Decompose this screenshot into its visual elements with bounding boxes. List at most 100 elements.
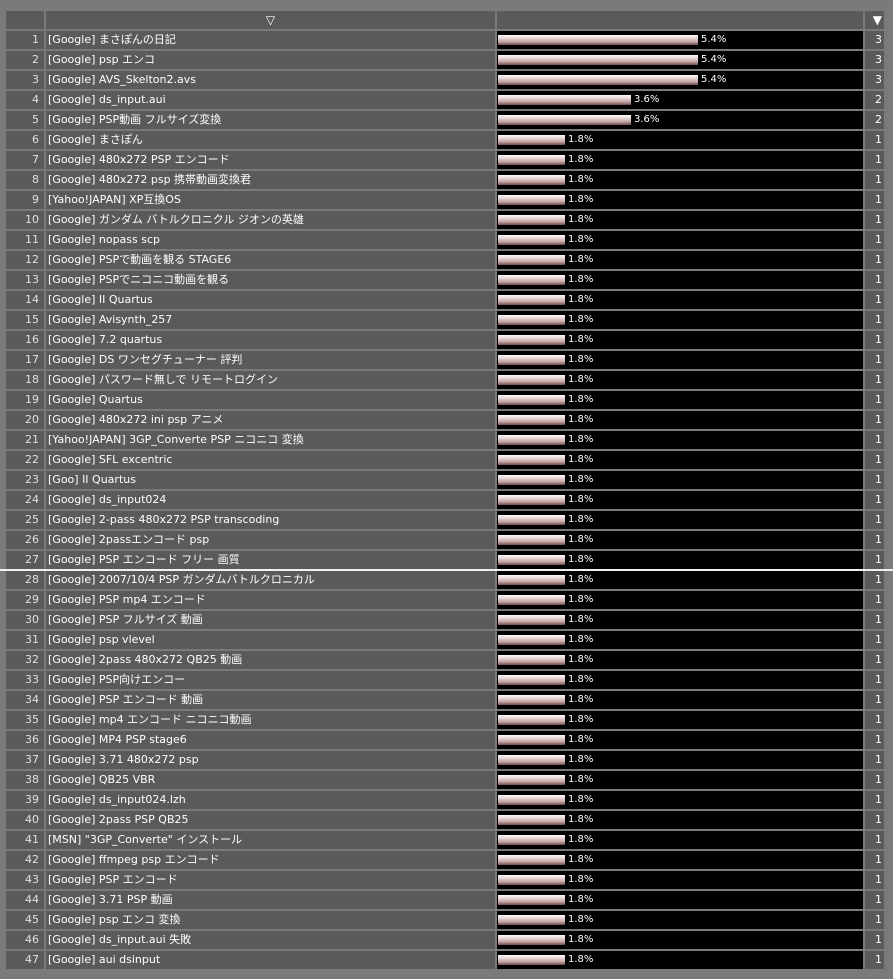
ratio-bar <box>498 735 565 745</box>
row-rank: 45 <box>6 911 44 929</box>
row-search-term[interactable]: [Google] ds_input.aui <box>46 91 495 109</box>
row-search-term[interactable]: [Google] PSP動画 フルサイズ変換 <box>46 111 495 129</box>
row-count: 3 <box>865 51 884 69</box>
row-count: 1 <box>865 911 884 929</box>
count-column-header[interactable]: ▼ <box>865 11 884 29</box>
table-row: 9 [Yahoo!JAPAN] XP互換OS 1.8% 1 <box>6 190 884 210</box>
search-terms-table: ▽ ▼ 1 [Google] まさぽんの日記 5.4% 3 2 [Google] psp … <box>6 10 884 970</box>
row-percentage: 1.8% <box>568 794 594 805</box>
row-ratio-bar-cell: 1.8% <box>497 911 863 929</box>
row-search-term[interactable]: [Google] PSP エンコード <box>46 871 495 889</box>
row-rank: 3 <box>6 71 44 89</box>
row-search-term[interactable]: [Google] Quartus <box>46 391 495 409</box>
row-rank: 31 <box>6 631 44 649</box>
row-rank: 6 <box>6 131 44 149</box>
row-search-term[interactable]: [Google] PSP mp4 エンコード <box>46 591 495 609</box>
sort-ascending-icon[interactable]: ▽ <box>265 13 276 27</box>
table-row: 38 [Google] QB25 VBR 1.8% 1 <box>6 770 884 790</box>
row-search-term[interactable]: [Google] PSPで動画を観る STAGE6 <box>46 251 495 269</box>
row-rank: 12 <box>6 251 44 269</box>
row-search-term[interactable]: [Google] psp エンコ 変換 <box>46 911 495 929</box>
row-search-term[interactable]: [Google] II Quartus <box>46 291 495 309</box>
row-count: 1 <box>865 811 884 829</box>
row-search-term[interactable]: [Yahoo!JAPAN] 3GP_Converte PSP ニコニコ 変換 <box>46 431 495 449</box>
row-search-term[interactable]: [Google] PSP フルサイズ 動画 <box>46 611 495 629</box>
row-ratio-bar-cell: 1.8% <box>497 351 863 369</box>
row-count: 1 <box>865 831 884 849</box>
row-percentage: 5.4% <box>701 34 727 45</box>
row-rank: 39 <box>6 791 44 809</box>
row-search-term[interactable]: [Google] psp エンコ <box>46 51 495 69</box>
row-search-term[interactable]: [Google] PSPでニコニコ動画を観る <box>46 271 495 289</box>
row-search-term[interactable]: [Google] 480x272 psp 携帯動画変換君 <box>46 171 495 189</box>
ratio-bar <box>498 155 565 165</box>
sort-descending-icon[interactable]: ▼ <box>872 13 882 27</box>
ratio-bar <box>498 695 565 705</box>
row-rank: 36 <box>6 731 44 749</box>
row-search-term[interactable]: [Google] まさぽん <box>46 131 495 149</box>
row-search-term[interactable]: [Google] ds_input.aui 失敗 <box>46 931 495 949</box>
row-ratio-bar-cell: 1.8% <box>497 271 863 289</box>
row-count: 1 <box>865 211 884 229</box>
row-search-term[interactable]: [Google] psp vlevel <box>46 631 495 649</box>
row-rank: 29 <box>6 591 44 609</box>
row-count: 1 <box>865 291 884 309</box>
row-percentage: 1.8% <box>568 734 594 745</box>
row-search-term[interactable]: [Google] PSP エンコード 動画 <box>46 691 495 709</box>
row-percentage: 1.8% <box>568 574 594 585</box>
row-search-term[interactable]: [Google] 480x272 ini psp アニメ <box>46 411 495 429</box>
row-search-term[interactable]: [Google] ds_input024 <box>46 491 495 509</box>
row-percentage: 1.8% <box>568 254 594 265</box>
row-percentage: 1.8% <box>568 774 594 785</box>
row-search-term[interactable]: [Goo] II Quartus <box>46 471 495 489</box>
ratio-bar <box>498 955 565 965</box>
row-search-term[interactable]: [Google] MP4 PSP stage6 <box>46 731 495 749</box>
row-search-term[interactable]: [Google] aui dsinput <box>46 951 495 969</box>
row-search-term[interactable]: [Google] PSP向けエンコー <box>46 671 495 689</box>
ratio-bar <box>498 515 565 525</box>
row-ratio-bar-cell: 1.8% <box>497 771 863 789</box>
row-count: 1 <box>865 851 884 869</box>
row-search-term[interactable]: [Google] 2passエンコード psp <box>46 531 495 549</box>
row-ratio-bar-cell: 5.4% <box>497 51 863 69</box>
ratio-bar <box>498 475 565 485</box>
ratio-bar <box>498 195 565 205</box>
row-count: 1 <box>865 471 884 489</box>
row-search-term[interactable]: [Google] 3.71 PSP 動画 <box>46 891 495 909</box>
term-column-header[interactable]: ▽ <box>46 11 495 29</box>
row-search-term[interactable]: [Google] 7.2 quartus <box>46 331 495 349</box>
row-search-term[interactable]: [Google] Avisynth_257 <box>46 311 495 329</box>
row-ratio-bar-cell: 1.8% <box>497 231 863 249</box>
row-search-term[interactable]: [Google] AVS_Skelton2.avs <box>46 71 495 89</box>
row-search-term[interactable]: [Google] SFL excentric <box>46 451 495 469</box>
table-row: 25 [Google] 2-pass 480x272 PSP transcodin… <box>6 510 884 530</box>
table-row: 3 [Google] AVS_Skelton2.avs 5.4% 3 <box>6 70 884 90</box>
row-ratio-bar-cell: 1.8% <box>497 571 863 589</box>
row-rank: 47 <box>6 951 44 969</box>
row-search-term[interactable]: [Google] PSP エンコード フリー 画質 <box>46 551 495 569</box>
table-row: 5 [Google] PSP動画 フルサイズ変換 3.6% 2 <box>6 110 884 130</box>
row-search-term[interactable]: [Google] DS ワンセグチューナー 評判 <box>46 351 495 369</box>
row-search-term[interactable]: [Google] nopass scp <box>46 231 495 249</box>
row-search-term[interactable]: [Google] 2-pass 480x272 PSP transcoding <box>46 511 495 529</box>
row-search-term[interactable]: [Google] ガンダム バトルクロニクル ジオンの英雄 <box>46 211 495 229</box>
row-search-term[interactable]: [Google] まさぽんの日記 <box>46 31 495 49</box>
row-search-term[interactable]: [Google] パスワード無しで リモートログイン <box>46 371 495 389</box>
ratio-bar <box>498 675 565 685</box>
row-ratio-bar-cell: 1.8% <box>497 471 863 489</box>
row-search-term[interactable]: [Google] 2007/10/4 PSP ガンダムバトルクロニカル <box>46 571 495 589</box>
row-search-term[interactable]: [Google] 480x272 PSP エンコード <box>46 151 495 169</box>
table-row: 36 [Google] MP4 PSP stage6 1.8% 1 <box>6 730 884 750</box>
row-search-term[interactable]: [Google] 2pass 480x272 QB25 動画 <box>46 651 495 669</box>
row-rank: 17 <box>6 351 44 369</box>
row-search-term[interactable]: [Google] ds_input024.lzh <box>46 791 495 809</box>
row-search-term[interactable]: [Google] mp4 エンコード ニコニコ動画 <box>46 711 495 729</box>
row-search-term[interactable]: [Google] 3.71 480x272 psp <box>46 751 495 769</box>
row-search-term[interactable]: [Google] 2pass PSP QB25 <box>46 811 495 829</box>
row-search-term[interactable]: [Google] ffmpeg psp エンコード <box>46 851 495 869</box>
row-search-term[interactable]: [Yahoo!JAPAN] XP互換OS <box>46 191 495 209</box>
row-percentage: 1.8% <box>568 674 594 685</box>
ratio-bar <box>498 755 565 765</box>
row-search-term[interactable]: [Google] QB25 VBR <box>46 771 495 789</box>
row-search-term[interactable]: [MSN] "3GP_Converte" インストール <box>46 831 495 849</box>
